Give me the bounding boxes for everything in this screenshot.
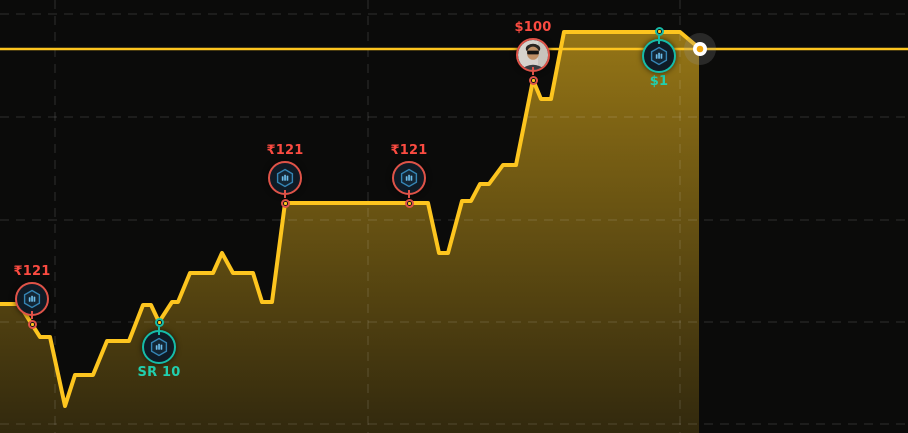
marker-dot	[404, 198, 414, 208]
marker-stem	[658, 36, 660, 44]
gift-chart-icon	[150, 337, 168, 357]
gift-amount-label: $100	[514, 20, 552, 35]
gift-badge[interactable]	[142, 330, 176, 364]
marker-dot	[280, 198, 290, 208]
current-point-core	[696, 45, 704, 53]
gift-amount-label: ₹121	[13, 264, 51, 279]
gift-badge[interactable]	[516, 38, 550, 72]
marker-stem	[31, 311, 33, 319]
marker-stem	[532, 67, 534, 75]
gift-badge[interactable]	[392, 161, 426, 195]
current-point	[684, 33, 716, 65]
gift-badge[interactable]	[642, 39, 676, 73]
donor-avatar-icon	[518, 40, 548, 70]
gift-chart-icon	[23, 289, 41, 309]
marker-stem	[284, 190, 286, 198]
gift-badge[interactable]	[268, 161, 302, 195]
gift-amount-label: ₹121	[390, 143, 428, 158]
gift-amount-label: $1	[649, 74, 669, 89]
area-fill	[0, 32, 699, 433]
gift-amount-label: ₹121	[266, 143, 304, 158]
gift-amount-label: SR 10	[137, 365, 181, 380]
marker-stem	[408, 190, 410, 198]
gift-chart-icon	[276, 168, 294, 188]
gift-chart-icon	[400, 168, 418, 188]
marker-dot	[27, 319, 37, 329]
price-line	[0, 30, 701, 408]
marker-dot	[528, 75, 538, 85]
marker-dot	[154, 317, 164, 327]
gift-badge[interactable]	[15, 282, 49, 316]
gift-chart-icon	[650, 46, 668, 66]
marker-dot	[654, 26, 664, 36]
marker-stem	[158, 327, 160, 335]
